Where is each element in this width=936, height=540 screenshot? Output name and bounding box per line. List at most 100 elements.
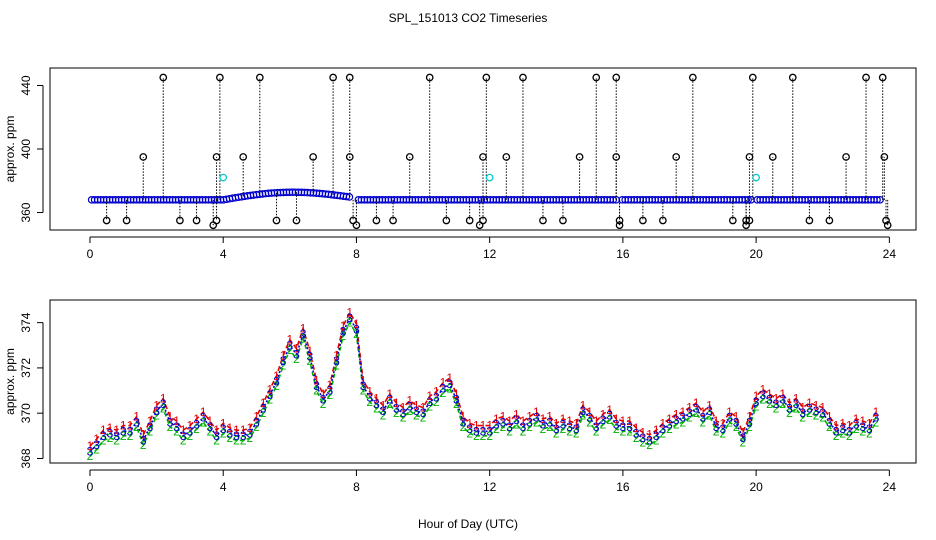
series-3-marker: 3	[673, 413, 680, 427]
series-3-marker: 3	[273, 375, 280, 389]
series-3-marker: 3	[640, 431, 647, 445]
spike-point	[475, 221, 484, 230]
series-1-marker: 1	[293, 342, 300, 356]
series-3-marker: 3	[513, 413, 520, 427]
series-1-marker: 1	[306, 344, 313, 358]
series-1-marker: 1	[799, 401, 806, 415]
series-2-marker: 2	[553, 427, 560, 441]
spike-point	[592, 73, 601, 82]
series-3-marker: 3	[426, 395, 433, 409]
series-3-marker: 3	[87, 445, 94, 459]
x-tick-label: 8	[353, 247, 360, 261]
series-2-marker: 2	[566, 424, 573, 438]
spike-point	[742, 221, 750, 230]
series-3-marker: 3	[593, 420, 600, 434]
spike-point	[575, 153, 584, 161]
series-2-marker: 2	[400, 411, 407, 425]
series-1-marker: 1	[393, 396, 400, 410]
plot-frame	[49, 67, 917, 231]
series-3-marker: 3	[386, 393, 393, 407]
series-1-marker: 1	[400, 401, 407, 415]
series-2-marker: 2	[340, 329, 347, 343]
series-1-marker: 1	[433, 385, 440, 399]
series-1-marker: 1	[680, 405, 687, 419]
spike-point	[176, 216, 184, 225]
series-2-marker: 2	[606, 413, 613, 427]
series-1-marker: 1	[819, 401, 826, 415]
series-1-marker: 1	[500, 410, 507, 424]
series-2-marker: 2	[813, 408, 820, 422]
series-2-marker: 2	[739, 436, 746, 450]
x-tick-label: 16	[616, 480, 630, 494]
series-1-marker: 1	[313, 373, 320, 387]
series-3-marker: 3	[220, 422, 227, 436]
y-tick-label: 368	[19, 448, 33, 468]
series-2-marker: 2	[520, 424, 527, 438]
series-3-marker: 3	[626, 420, 633, 434]
spike-point	[805, 216, 814, 225]
series-1-marker: 1	[746, 410, 753, 424]
series-3-marker: 3	[666, 418, 673, 432]
series-2-marker: 2	[240, 433, 247, 447]
series-3-marker: 3	[713, 420, 720, 434]
series-1-marker: 1	[513, 407, 520, 421]
series-2-marker: 2	[313, 384, 320, 398]
series-2-marker: 2	[859, 424, 866, 438]
series-1-marker: 1	[733, 410, 740, 424]
series-3-marker: 3	[613, 418, 620, 432]
series-2-marker: 2	[87, 449, 94, 463]
series-1-marker: 1	[107, 421, 114, 435]
x-tick-label: 24	[883, 247, 897, 261]
spike-point	[159, 73, 168, 82]
x-tick-label: 24	[883, 480, 897, 494]
series-3-marker: 3	[153, 404, 160, 418]
spike-point	[672, 153, 681, 161]
series-1-marker: 1	[640, 425, 647, 439]
cyan-point	[219, 173, 228, 182]
series-1-marker: 1	[440, 376, 447, 390]
series-1-marker: 1	[320, 387, 327, 401]
spike-point	[102, 216, 111, 225]
x-tick-label: 16	[616, 247, 630, 261]
top-panel: 0 4 8 12 16 20 24 360 400 440 approx. ppm	[3, 67, 917, 261]
series-2-marker: 2	[660, 427, 667, 441]
series-1-marker: 1	[446, 371, 453, 385]
series-3-marker: 3	[540, 418, 547, 432]
series-3-marker: 3	[526, 415, 533, 429]
series-3-marker: 3	[486, 424, 493, 438]
series-1-marker: 1	[207, 414, 214, 428]
series-1-marker: 1	[266, 382, 273, 396]
series-2-marker: 2	[120, 429, 127, 443]
series-2-marker: 2	[779, 397, 786, 411]
series-3-marker: 3	[566, 420, 573, 434]
spike-point	[842, 153, 850, 161]
y-tick-label: 370	[19, 403, 33, 423]
series-3-marker: 3	[227, 427, 234, 441]
series-3-marker: 3	[326, 384, 333, 398]
series-3-marker: 3	[833, 424, 840, 438]
spike-point	[389, 216, 397, 225]
series-3-marker: 3	[100, 429, 107, 443]
series-1-marker: 1	[127, 419, 134, 433]
series-3-marker: 3	[826, 415, 833, 429]
series-1-marker: 1	[366, 385, 373, 399]
series-3-marker: 3	[873, 411, 880, 425]
series-1-marker: 1	[813, 398, 820, 412]
series-1-marker: 1	[826, 410, 833, 424]
series-2-marker: 2	[127, 429, 134, 443]
spike-point	[345, 73, 354, 82]
series-3-marker: 3	[853, 418, 860, 432]
series-1-marker: 1	[160, 391, 167, 405]
spike-point	[882, 216, 890, 225]
spike-point	[372, 216, 381, 225]
series-3-marker: 3	[446, 377, 453, 391]
spike-point	[482, 73, 491, 82]
series-1-marker: 1	[866, 416, 873, 430]
spike-point	[878, 73, 887, 82]
series-3-marker: 3	[699, 411, 706, 425]
series-2-marker: 2	[773, 402, 780, 416]
series-3-marker: 3	[586, 411, 593, 425]
series-2-marker: 2	[826, 420, 833, 434]
x-tick-label: 0	[87, 480, 94, 494]
series-3-marker: 3	[213, 429, 220, 443]
